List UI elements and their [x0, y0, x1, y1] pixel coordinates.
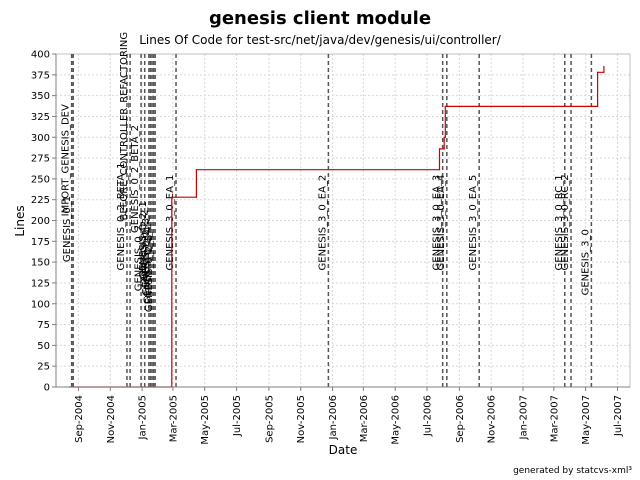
x-tick-label: Mar-2007	[549, 395, 560, 442]
chart-title: genesis client module	[209, 8, 431, 29]
y-tick-label: 325	[31, 112, 50, 123]
x-tick-label: Jul-2006	[423, 395, 434, 437]
x-tick-label: Jan-2007	[519, 395, 530, 440]
x-tick-label: Mar-2006	[359, 395, 370, 442]
x-tick-label: Jul-2005	[232, 395, 243, 437]
y-axis-label: Lines	[13, 205, 27, 236]
y-tick-label: 275	[31, 154, 50, 165]
y-tick-label: 350	[31, 91, 50, 102]
y-tick-label: 75	[37, 320, 50, 331]
y-tick-label: 150	[31, 258, 50, 269]
data-point	[438, 169, 441, 171]
y-tick-label: 200	[31, 216, 50, 227]
footer-credit: generated by statcvs-xml³	[513, 466, 632, 476]
y-tick-label: 300	[31, 133, 50, 144]
y-tick-label: 400	[31, 50, 50, 61]
data-point	[195, 169, 197, 171]
x-tick-label: Nov-2004	[106, 395, 117, 443]
tag-label: GENESIS_0_1	[62, 196, 73, 262]
y-tick-label: 100	[31, 299, 50, 310]
tag-label: GENESIS_0_2_3	[141, 218, 152, 296]
tag-label: GENESIS_0_2	[134, 225, 145, 291]
data-point	[443, 136, 445, 138]
data-point	[444, 136, 446, 138]
data-point	[443, 148, 445, 150]
y-tick-label: 225	[31, 195, 50, 206]
y-tick-label: 0	[44, 383, 50, 394]
x-tick-label: May-2005	[200, 395, 211, 445]
x-tick-label: Mar-2005	[168, 395, 179, 442]
x-tick-label: Jan-2006	[328, 395, 339, 440]
x-tick-label: Jul-2007	[613, 395, 624, 437]
grid-lines	[56, 53, 630, 388]
y-tick-label: 175	[31, 237, 50, 248]
x-tick-label: Jan-2005	[138, 395, 149, 440]
data-point	[603, 71, 605, 73]
tag-label: GENESIS_3_0_EA_5	[468, 175, 479, 271]
x-tick-label: Sep-2005	[264, 395, 275, 443]
data-point	[195, 196, 197, 198]
data-point	[603, 65, 605, 68]
x-tick-label: Sep-2004	[74, 395, 85, 443]
y-tick-label: 375	[31, 70, 50, 81]
x-tick-label: Nov-2006	[487, 395, 498, 443]
data-point	[438, 148, 441, 150]
tag-label: BEFORE_CONTROLLER_REFACTORING	[119, 32, 130, 221]
tag-label: GENESIS_3_0_EA_1	[165, 175, 176, 271]
axes: 0 25 50 75 100 125 150 175 200 225 250 275 300 325 350…	[31, 50, 630, 445]
tag-label: GENESIS_3_0_RC_1	[554, 174, 565, 270]
tag-label: GENESIS_0_2_1	[138, 201, 149, 279]
x-tick-label: Sep-2006	[455, 395, 466, 443]
tag-label: GENESIS_3_0	[580, 229, 591, 295]
data-point	[444, 105, 446, 108]
data-point	[171, 196, 173, 198]
y-tick-label: 50	[37, 341, 50, 352]
tag-label: GENESIS_0_2_BETA_2	[130, 125, 141, 233]
tag-label: GENESIS_3_0_EA_2	[317, 175, 328, 271]
tag-label: GENESIS_0_2_4	[143, 226, 154, 304]
data-point	[597, 105, 599, 108]
x-tick-label: May-2007	[581, 395, 592, 445]
tag-label: IMPORT_GENESIS_DEV	[61, 104, 72, 216]
tag-label: GENESIS_3_0_RC_2	[560, 174, 571, 270]
x-axis-label: Date	[329, 443, 358, 457]
tag-label: GENESIS_0_2_5	[144, 234, 155, 312]
y-tick-label: 25	[37, 362, 50, 373]
tag-label: GENESIS_3_0_EA_4	[436, 175, 447, 271]
data-point	[597, 71, 599, 73]
x-tick-label: May-2006	[391, 395, 402, 445]
x-tick-label: Nov-2005	[296, 395, 307, 443]
y-tick-label: 125	[31, 278, 50, 289]
tag-label: GENESIS_3_0_EA_3	[432, 175, 443, 271]
chart-subtitle: Lines Of Code for test-src/net/java/dev/…	[139, 33, 502, 47]
tag-label: GENESIS_0_2_2	[139, 209, 150, 287]
tag-label: GENESIS_0_2_BETA_1	[116, 162, 127, 270]
y-tick-label: 250	[31, 174, 50, 185]
